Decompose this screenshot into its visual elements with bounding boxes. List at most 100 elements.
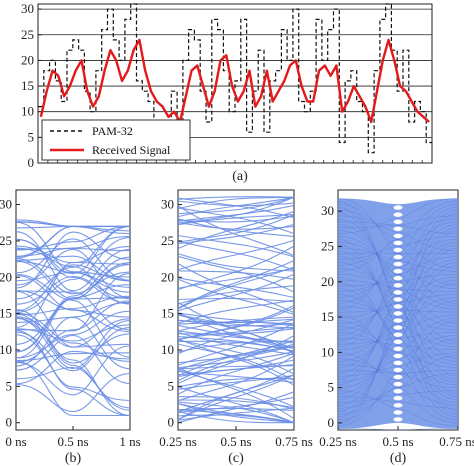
panel-b-traces xyxy=(15,219,131,417)
y-tick-label: 30 xyxy=(161,197,174,212)
eye-trace xyxy=(337,209,459,269)
eye-trace xyxy=(177,267,295,289)
eye-opening xyxy=(393,381,403,387)
eye-trace xyxy=(337,314,459,421)
eye-opening xyxy=(393,346,403,351)
eye-trace xyxy=(177,396,295,410)
panel-a: 0 5 10 15 20 25 30 PAM-32 Received Signal (a) xyxy=(21,1,433,184)
eye-trace xyxy=(337,247,459,272)
y-tick-label: 0 xyxy=(328,415,335,430)
panel-d-y-ticks: 0 5 10 15 20 25 30 xyxy=(321,203,342,430)
eye-trace xyxy=(177,266,295,310)
eye-trace xyxy=(337,358,459,406)
eye-trace xyxy=(177,214,295,243)
eye-trace xyxy=(177,196,295,224)
eye-opening xyxy=(393,417,403,422)
eye-opening xyxy=(393,410,403,415)
eye-opening xyxy=(393,233,403,239)
eye-trace xyxy=(337,215,459,252)
eye-trace xyxy=(177,263,295,314)
eye-trace xyxy=(337,239,459,415)
eye-trace xyxy=(15,235,131,257)
eye-trace xyxy=(177,223,295,245)
y-tick-label: 25 xyxy=(321,238,334,253)
eye-trace xyxy=(337,282,459,400)
eye-trace xyxy=(177,196,295,200)
eye-trace xyxy=(15,312,131,362)
eye-trace xyxy=(15,258,131,295)
eye-trace xyxy=(337,198,459,304)
eye-opening xyxy=(393,240,403,246)
eye-trace xyxy=(337,320,459,403)
eye-trace xyxy=(177,364,295,378)
y-tick-label: 0 xyxy=(168,415,175,430)
eye-trace xyxy=(177,339,295,375)
eye-trace xyxy=(15,373,131,413)
eye-trace xyxy=(15,334,131,385)
eye-opening xyxy=(393,212,403,217)
eye-trace xyxy=(177,401,295,424)
x-tick-label: 0.5 ns xyxy=(220,434,251,449)
eye-trace xyxy=(15,352,131,362)
eye-trace xyxy=(15,310,131,359)
eye-opening xyxy=(393,269,403,274)
eye-trace xyxy=(337,250,459,380)
panel-a-legend: PAM-32 Received Signal xyxy=(41,119,191,161)
eye-trace xyxy=(177,240,295,271)
panel-b-y-ticks: 0 5 10 15 20 25 30 xyxy=(0,197,20,430)
panel-b-x-ticks: 0 ns 0.5 ns 1 ns xyxy=(5,426,141,449)
eye-trace xyxy=(177,245,295,291)
eye-opening xyxy=(393,403,403,408)
eye-trace xyxy=(177,312,295,327)
eye-trace xyxy=(177,205,295,257)
eye-trace xyxy=(15,236,131,313)
eye-trace xyxy=(15,231,131,292)
eye-trace xyxy=(177,403,295,424)
panel-c-x-ticks: 0.25 ns 0.5 ns 0.75 ns xyxy=(159,426,313,449)
eye-trace xyxy=(177,374,295,421)
eye-trace xyxy=(337,218,459,359)
eye-opening xyxy=(393,297,403,302)
y-tick-label: 25 xyxy=(21,27,34,42)
eye-trace xyxy=(15,225,131,251)
y-tick-label: 10 xyxy=(0,342,12,357)
eye-trace xyxy=(177,221,295,230)
eye-trace xyxy=(337,201,459,412)
legend-label-received: Received Signal xyxy=(92,143,171,157)
panel-c-frame xyxy=(177,189,295,431)
eye-trace xyxy=(177,410,295,424)
eye-trace xyxy=(15,225,131,275)
eye-trace xyxy=(15,275,131,305)
eye-trace xyxy=(337,294,459,365)
panel-b-label: (b) xyxy=(65,451,82,466)
eye-trace xyxy=(15,313,131,411)
eye-trace xyxy=(177,324,295,353)
eye-trace xyxy=(177,307,295,341)
eye-trace xyxy=(15,225,131,300)
eye-opening xyxy=(393,374,403,380)
eye-trace xyxy=(177,234,295,258)
eye-trace xyxy=(15,255,131,282)
x-tick-label: 0.25 ns xyxy=(159,434,197,449)
y-tick-label: 5 xyxy=(28,129,35,144)
y-tick-label: 25 xyxy=(0,233,12,248)
panel-a-y-ticks: 0 5 10 15 20 25 30 xyxy=(21,1,42,170)
eye-trace xyxy=(177,285,295,305)
eye-opening xyxy=(393,332,403,337)
eye-opening xyxy=(393,276,403,281)
series-received-line xyxy=(39,38,430,124)
panel-c: 0 5 10 15 20 25 30 0.25 ns 0.5 ns 0.75 ns (c) xyxy=(159,189,313,466)
eye-trace xyxy=(337,326,459,386)
eye-trace xyxy=(15,247,131,305)
y-tick-label: 10 xyxy=(321,344,334,359)
y-tick-label: 20 xyxy=(321,274,334,289)
y-tick-label: 5 xyxy=(6,378,13,393)
panel-a-series xyxy=(37,3,433,163)
eye-trace xyxy=(337,224,459,342)
eye-trace xyxy=(15,221,131,278)
eye-trace xyxy=(15,366,131,409)
eye-opening xyxy=(393,367,403,373)
y-tick-label: 30 xyxy=(0,197,12,212)
panel-a-label: (a) xyxy=(232,169,248,184)
